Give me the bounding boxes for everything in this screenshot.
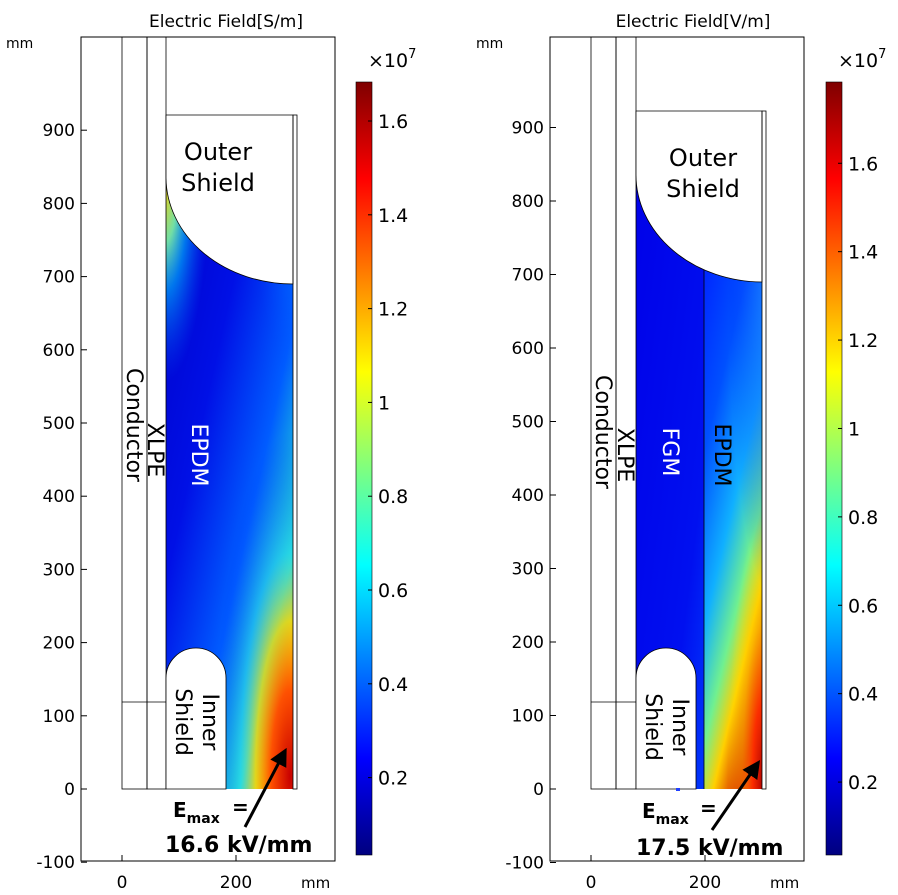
right-y-tick-label: 500 — [512, 413, 544, 433]
right-colorbar-tick-label: 1.4 — [848, 242, 878, 264]
left-y-tick-label: 800 — [43, 194, 75, 214]
left-x-unit: mm — [301, 874, 330, 892]
left-epdm-label: EPDM — [186, 423, 211, 486]
right-inner-shield-label-1: Inner — [667, 699, 692, 757]
left-conductor-label: Conductor — [121, 368, 146, 483]
left-y-tick-label: 900 — [43, 121, 75, 141]
right-xlpe-label: XLPE — [612, 428, 637, 483]
left-y-axis-ticks: -100 0 100 200 300 400 500 600 700 800 900 — [36, 121, 87, 873]
right-epdm-field — [704, 270, 762, 789]
left-y-tick-label: 700 — [43, 268, 75, 288]
right-axes-frame — [549, 36, 805, 862]
left-y-tick-label: 100 — [43, 707, 75, 727]
left-colorbar-tick-label: 1 — [378, 392, 390, 414]
right-outer-shield-label-2: Shield — [666, 175, 740, 203]
right-geometry — [590, 36, 767, 790]
right-colorbar-tick-label: 0.8 — [848, 507, 878, 529]
left-colorbar-tick-label: 1.6 — [378, 111, 408, 133]
right-y-tick-label: 400 — [512, 486, 544, 506]
left-plot-title: Electric Field[S/m] — [149, 12, 303, 32]
right-epdm-label: EPDM — [709, 423, 734, 486]
left-inner-shield-label-2: Shield — [170, 688, 195, 756]
right-colorbar-tick-label: 0.4 — [848, 684, 878, 706]
right-colorbar-tick-label: 1.2 — [848, 330, 878, 352]
right-fgm-label: FGM — [657, 428, 682, 477]
right-plot-title: Electric Field[V/m] — [616, 12, 771, 32]
right-outer-shield-label-1: Outer — [669, 144, 737, 172]
left-y-tick-label: 200 — [43, 634, 75, 654]
right-plot: Electric Field[V/m] mm Outer Shield Cond… — [476, 12, 886, 893]
right-y-unit: mm — [476, 36, 503, 52]
right-y-tick-label: 300 — [512, 560, 544, 580]
right-emax-symbol: Emax — [642, 799, 689, 828]
right-x-tick-label: 200 — [689, 873, 721, 893]
right-x-axis-ticks: 0 200 — [586, 855, 721, 893]
left-geometry — [121, 36, 298, 790]
right-colorbar-exponent: ×107 — [838, 47, 886, 72]
left-y-tick-label: 0 — [64, 780, 75, 800]
left-y-unit: mm — [6, 36, 33, 52]
left-axes-frame — [80, 36, 336, 862]
right-y-tick-label: 100 — [512, 707, 544, 727]
left-colorbar-tick-label: 0.2 — [378, 768, 408, 790]
right-y-tick-label: 200 — [512, 633, 544, 653]
left-y-tick-label: -100 — [36, 853, 75, 873]
right-colorbar-tick-label: 1.6 — [848, 153, 878, 175]
right-colorbar — [825, 81, 843, 856]
left-emax-equals: = — [232, 795, 249, 819]
left-colorbar-tick-label: 1.4 — [378, 205, 408, 227]
left-emax-arrow — [243, 747, 287, 828]
left-y-tick-label: 600 — [43, 341, 75, 361]
left-y-tick-label: 500 — [43, 414, 75, 434]
left-colorbar-ticks: 0.2 0.4 0.6 0.8 1 1.2 1.4 1.6 — [368, 111, 408, 790]
right-y-tick-label: 0 — [533, 780, 544, 800]
left-x-axis-ticks: 0 200 — [117, 855, 252, 893]
left-colorbar-tick-label: 1.2 — [378, 299, 408, 321]
right-y-tick-label: 700 — [512, 266, 544, 286]
right-inner-shield-label-2: Shield — [640, 693, 665, 761]
left-colorbar-tick-label: 0.4 — [378, 674, 408, 696]
left-y-tick-label: 300 — [43, 560, 75, 580]
right-emax-arrow — [710, 760, 761, 831]
left-outer-shield-label-2: Shield — [181, 169, 255, 197]
right-y-tick-label: 800 — [512, 192, 544, 212]
left-inner-shield-label-1: Inner — [197, 694, 222, 752]
left-emax-symbol: Emax — [173, 798, 220, 827]
right-y-axis-ticks: -100 0 100 200 300 400 500 600 700 800 900 — [505, 119, 556, 874]
left-emax-value: 16.6 kV/mm — [165, 833, 312, 858]
right-y-tick-label: 600 — [512, 339, 544, 359]
left-colorbar-exponent: ×107 — [368, 47, 416, 72]
left-outer-shield-label-1: Outer — [184, 138, 252, 166]
left-x-tick-label: 200 — [220, 873, 252, 893]
right-emax-value: 17.5 kV/mm — [636, 836, 783, 861]
right-conductor-label: Conductor — [590, 375, 615, 490]
right-colorbar-tick-label: 0.2 — [848, 772, 878, 794]
left-xlpe-label: XLPE — [142, 423, 167, 478]
right-y-tick-label: 900 — [512, 119, 544, 139]
right-colorbar-tick-label: 0.6 — [848, 595, 878, 617]
right-emax-equals: = — [700, 796, 717, 820]
right-point-marker — [676, 788, 680, 791]
left-colorbar-tick-label: 0.6 — [378, 580, 408, 602]
right-colorbar-tick-label: 1 — [848, 418, 860, 440]
right-colorbar-ticks: 0.2 0.4 0.6 0.8 1 1.2 1.4 1.6 — [838, 153, 878, 794]
right-x-unit: mm — [770, 874, 799, 892]
left-y-tick-label: 400 — [43, 487, 75, 507]
left-colorbar-tick-label: 0.8 — [378, 486, 408, 508]
left-x-tick-label: 0 — [117, 873, 128, 893]
left-plot: Electric Field[S/m] mm Outer Shield Cond… — [6, 12, 416, 893]
right-y-tick-label: -100 — [505, 854, 544, 874]
right-x-tick-label: 0 — [586, 873, 597, 893]
left-colorbar — [355, 81, 373, 856]
